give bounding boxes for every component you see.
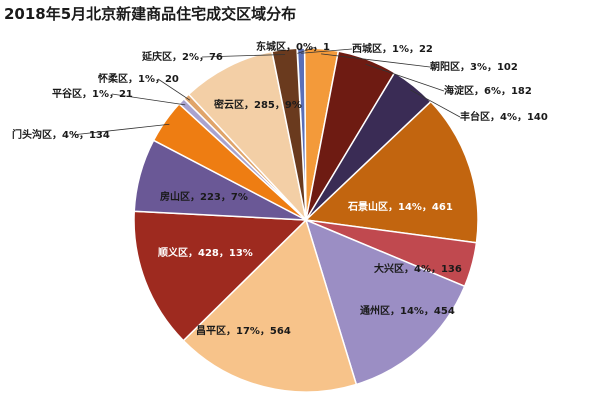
pie-slice-昌平区 — [182, 218, 358, 393]
data-label-通州区: 通州区，14%，454 — [360, 305, 455, 317]
data-label-海淀区: 海淀区，6%，182 — [444, 84, 532, 97]
data-label-怀柔区: 怀柔区，1%，20 — [98, 72, 179, 85]
data-label-门头沟区: 门头沟区，4%，134 — [12, 128, 110, 141]
data-label-丰台区: 丰台区，4%，140 — [460, 110, 548, 123]
leader-line-怀柔区 — [157, 78, 191, 101]
data-label-顺义区: 顺义区，428，13% — [158, 246, 253, 259]
leader-line-门头沟区 — [71, 123, 170, 136]
leader-line-朝阳区 — [321, 53, 431, 68]
leader-line-丰台区 — [410, 89, 461, 118]
pie-slice-密云区 — [187, 50, 308, 223]
data-label-房山区: 房山区，223，7% — [160, 190, 248, 203]
leader-line-海淀区 — [365, 63, 445, 92]
leader-line-西城区 — [301, 48, 353, 54]
data-label-朝阳区: 朝阳区，3%，102 — [430, 60, 518, 73]
leader-line-东城区 — [297, 46, 317, 54]
data-label-平谷区: 平谷区，1%，21 — [52, 87, 133, 100]
pie-slice-石景山区 — [304, 100, 479, 244]
data-label-石景山区: 石景山区，14%，461 — [347, 200, 453, 213]
data-label-昌平区: 昌平区，17%，564 — [196, 325, 291, 337]
leader-line-延庆区 — [201, 54, 286, 58]
data-label-密云区: 密云区，285，9% — [214, 98, 302, 111]
pie-slice-顺义区 — [133, 210, 308, 342]
pie-slice-通州区 — [304, 218, 466, 386]
chart-title: 2018年5月北京新建商品住宅成交区域分布 — [4, 5, 297, 23]
pie-slice-延庆区 — [271, 47, 307, 221]
data-label-东城区: 东城区，0%，1 — [256, 40, 330, 53]
data-label-延庆区: 延庆区，2%，76 — [141, 50, 223, 63]
data-label-大兴区: 大兴区，4%，136 — [374, 262, 462, 275]
data-label-西城区: 西城区，1%，22 — [352, 42, 433, 55]
leader-line-平谷区 — [111, 93, 186, 106]
